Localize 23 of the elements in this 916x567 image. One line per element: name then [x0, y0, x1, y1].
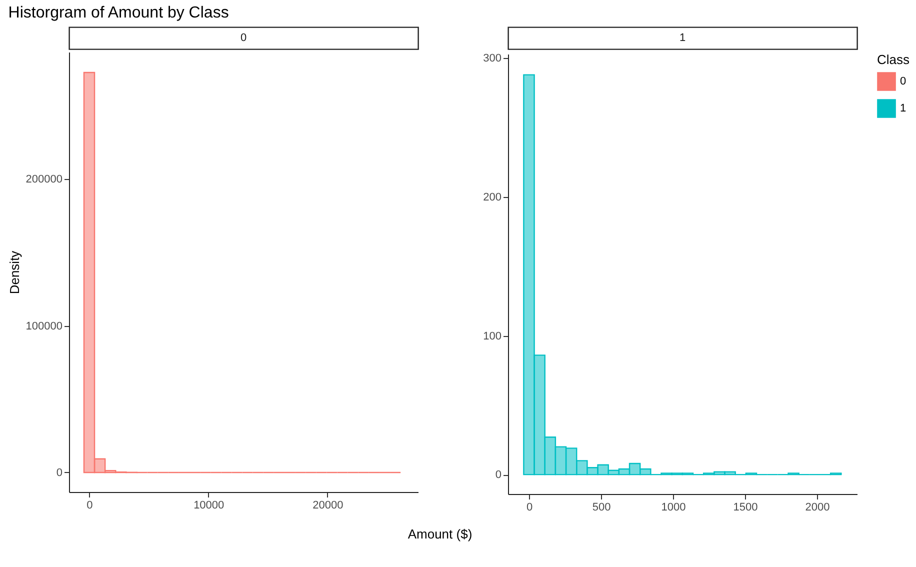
- legend-label: 1: [900, 102, 906, 114]
- x-tick-label: 1000: [661, 502, 686, 514]
- y-tick-label: 100: [483, 330, 502, 342]
- chart-title: Historgram of Amount by Class: [8, 4, 229, 22]
- y-tick-label: 0: [56, 466, 62, 479]
- y-tick-label: 200000: [26, 174, 62, 186]
- x-tick-label: 1500: [733, 502, 758, 514]
- x-axis-title: Amount ($): [408, 526, 472, 542]
- chart-subtitle: 0: [240, 32, 247, 44]
- y-tick-label: 200: [483, 191, 502, 204]
- legend-title: Class: [877, 52, 910, 67]
- x-tick-label: 0: [526, 502, 533, 514]
- x-tick-label: 10000: [194, 500, 224, 512]
- y-axis-title: Density: [6, 250, 22, 294]
- legend-label: 0: [900, 76, 906, 88]
- y-tick-label: 100000: [26, 320, 62, 332]
- x-tick-label: 500: [592, 502, 611, 514]
- x-tick-label: 20000: [312, 500, 344, 512]
- y-tick-label: 0: [495, 469, 502, 482]
- chart-subtitle: 1: [679, 32, 686, 44]
- y-tick-label: 300: [483, 52, 502, 65]
- x-tick-label: 0: [86, 500, 93, 512]
- x-tick-label: 2000: [805, 502, 830, 514]
